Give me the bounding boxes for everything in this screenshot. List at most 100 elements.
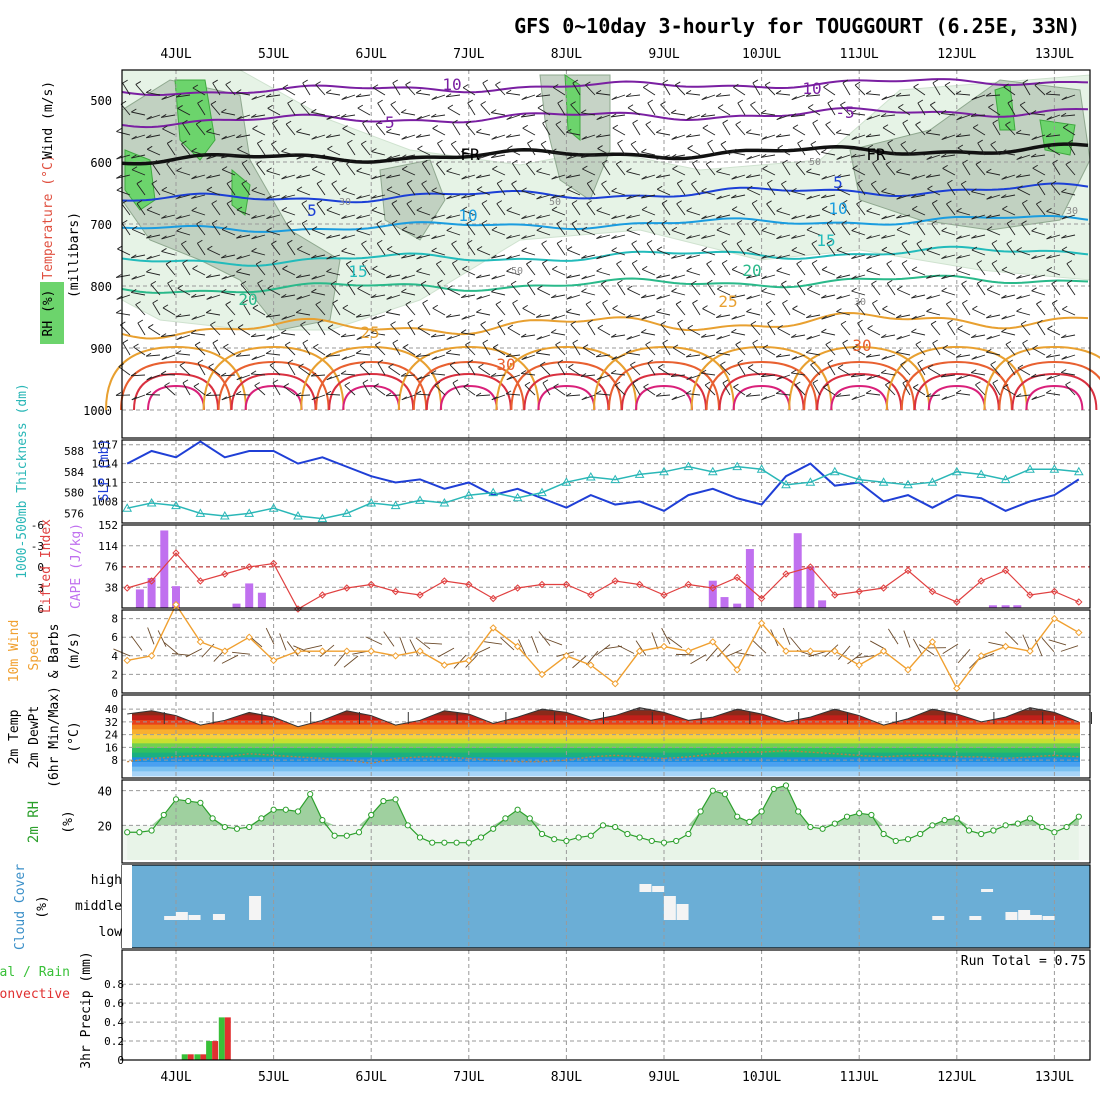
wind-barb [840, 104, 851, 116]
wind-barb [526, 163, 536, 176]
wind-tick-label: 2 [111, 668, 118, 681]
wind-barb [210, 324, 221, 336]
wind-barb [194, 344, 206, 356]
isotherm-line [121, 245, 1089, 267]
wind-barb [401, 134, 416, 140]
wind-barb [972, 308, 986, 316]
wind-barb-flag [707, 279, 713, 284]
tick-label-top-8JUL: 8JUL [551, 47, 582, 62]
wind-barb [791, 372, 806, 376]
wind-barb-flag [266, 215, 272, 220]
wind-barb-flag [737, 359, 744, 364]
wind-barb-flag [941, 136, 947, 140]
wind-barb [166, 143, 176, 156]
rh-marker [380, 797, 387, 805]
thickness-marker [854, 474, 865, 484]
wind-barb-flag [557, 359, 564, 364]
wind-barb-flag [955, 353, 962, 358]
wind-barb [362, 122, 371, 136]
wind-barb-flag [145, 391, 152, 395]
wind-barb [461, 332, 476, 336]
wind-barb-flag [146, 234, 152, 239]
wind-barb [557, 102, 566, 116]
wind-barb-flag [179, 361, 186, 366]
wind-barb [626, 352, 641, 356]
wind-barb-flag [836, 156, 842, 160]
wind-barb-flag [431, 187, 437, 192]
wind-barb [646, 223, 656, 236]
wind-barb [251, 250, 266, 256]
wind-barb [401, 374, 416, 377]
wind-barb-flag [596, 376, 603, 381]
wind-barb [856, 203, 866, 216]
wind-barb [386, 131, 401, 136]
wind-barb [911, 174, 926, 180]
wind-barb-flag [686, 235, 692, 239]
wind-barb-flag [736, 220, 743, 224]
isotherm-line [315, 360, 428, 411]
wind-barb [377, 102, 386, 116]
wind-barb-flag [677, 179, 683, 184]
rh-marker [233, 825, 241, 832]
wind-barb-flag [990, 361, 996, 365]
wind-barb [837, 367, 851, 376]
wind-barb-flag [1006, 220, 1013, 224]
wind-barb [941, 134, 956, 140]
cloud-bar [188, 915, 201, 920]
wind-barb-flag [781, 280, 787, 285]
wind-barb [1032, 347, 1046, 356]
wind-barb-flag [1036, 200, 1042, 205]
wind-barb-flag [700, 113, 707, 118]
isotherm-line [830, 384, 889, 411]
wind-barb [416, 134, 431, 138]
wind-barb-flag [285, 120, 292, 125]
rh-marker [185, 797, 192, 805]
wind-barb-flag [371, 206, 378, 211]
wind-barb [491, 291, 506, 296]
wind-barb-flag [776, 116, 783, 120]
wind-barb [506, 254, 521, 260]
surface-wind-barb [147, 627, 155, 645]
wind-barb [716, 194, 731, 200]
wind-barb-flag [641, 194, 647, 199]
wind-barb-flag [405, 81, 411, 86]
wind-barb-flag [707, 139, 713, 144]
thickness-marker [1000, 474, 1011, 484]
wind-barb-flag [431, 356, 438, 360]
wind-barb-flag [252, 125, 258, 130]
wind-barb [135, 304, 146, 316]
surface-wind-barb [808, 651, 827, 658]
wind-barb [122, 342, 131, 356]
wind-barb-flag [686, 255, 692, 260]
wind-barb-flag [357, 104, 364, 109]
rh-marker [709, 787, 716, 794]
wind-barb-flag [930, 320, 937, 325]
wind-barb [631, 243, 641, 256]
wind-barb-flag [750, 101, 756, 106]
wind-barb-flag [767, 179, 773, 184]
wind-barb-flag [1065, 160, 1072, 165]
wind-barb [491, 274, 506, 280]
wind-barb-flag [842, 79, 849, 84]
wind-barb-flag [254, 382, 260, 386]
wind-barb [662, 342, 671, 356]
wind-barb-flag [661, 200, 668, 204]
wind-barb [971, 372, 986, 376]
wind-barb-flag [341, 247, 347, 252]
lifted-index-axis-label: Lifted Index [39, 519, 54, 613]
wind-barb [1007, 362, 1016, 376]
wind-barb [311, 291, 326, 296]
wind-barb-flag [527, 139, 533, 144]
contour-label: -5 [835, 103, 854, 122]
wind-barb [881, 234, 896, 239]
wind-barb-flag [941, 287, 947, 292]
wind-barb [656, 274, 671, 279]
wind-barb [341, 94, 356, 100]
wind-barb-flag [672, 165, 678, 170]
wind-barb [722, 382, 731, 396]
wind-barb-flag [1060, 369, 1067, 373]
wind-barb-flag [581, 226, 588, 231]
wind-barb [206, 154, 221, 160]
rh-marker [1014, 820, 1021, 827]
wind-barb [701, 354, 716, 360]
